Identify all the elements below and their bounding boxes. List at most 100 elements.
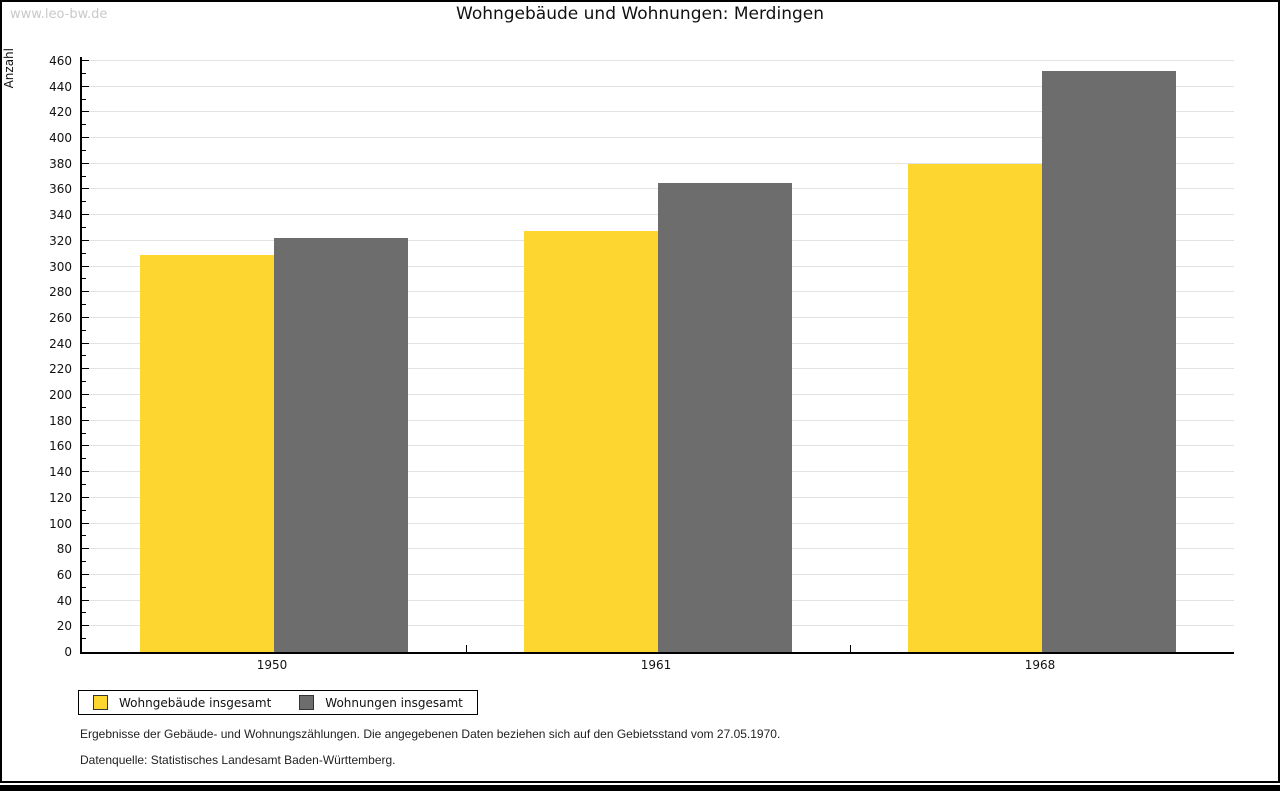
y-major-tick [82, 548, 89, 549]
gridline [82, 163, 1234, 164]
y-tick-label: 80 [56, 542, 72, 557]
legend: Wohngebäude insgesamt Wohnungen insgesamt [78, 690, 478, 715]
bar-wohngebaeude-1961 [524, 231, 658, 652]
y-minor-tick [82, 407, 86, 408]
y-tick-label: 120 [49, 490, 72, 505]
y-tick-label: 320 [49, 233, 72, 248]
y-tick-label: 280 [49, 285, 72, 300]
y-major-tick [82, 368, 89, 369]
gridline [82, 111, 1234, 112]
x-tick-label: 1961 [640, 658, 672, 672]
bottom-bar [0, 785, 1280, 791]
legend-swatch [93, 695, 108, 710]
x-tick-label: 1968 [1024, 658, 1056, 672]
y-major-tick [82, 625, 89, 626]
x-tick-label: 1950 [256, 658, 288, 672]
y-tick-label: 160 [49, 439, 72, 454]
y-minor-tick [82, 176, 86, 177]
y-minor-tick [82, 278, 86, 279]
y-major-tick [82, 471, 89, 472]
y-minor-tick [82, 304, 86, 305]
y-minor-tick [82, 638, 86, 639]
plot-area [80, 57, 1234, 654]
gridline [82, 60, 1234, 61]
y-major-tick [82, 188, 89, 189]
y-major-tick [82, 317, 89, 318]
bar-wohnungen-1968 [1042, 71, 1176, 652]
y-tick-label: 240 [49, 336, 72, 351]
y-major-tick [82, 163, 89, 164]
y-tick-label: 400 [49, 131, 72, 146]
y-major-tick [82, 111, 89, 112]
y-tick-label: 460 [49, 54, 72, 68]
y-tick-label: 20 [56, 619, 72, 634]
y-minor-tick [82, 227, 86, 228]
y-minor-tick [82, 587, 86, 588]
legend-entry: Wohnungen insgesamt [299, 695, 463, 710]
y-tick-label: 140 [49, 465, 72, 480]
bar-wohngebaeude-1950 [140, 255, 274, 652]
watermark: www.leo-bw.de [10, 7, 108, 22]
y-major-tick [82, 497, 89, 498]
y-tick-label: 380 [49, 156, 72, 171]
y-minor-tick [82, 535, 86, 536]
y-tick-label: 260 [49, 310, 72, 325]
y-minor-tick [82, 150, 86, 151]
y-major-tick [82, 214, 89, 215]
y-major-tick [82, 343, 89, 344]
legend-swatch [299, 695, 315, 710]
footnote-line2: Datenquelle: Statistisches Landesamt Bad… [80, 753, 396, 767]
y-major-tick [82, 291, 89, 292]
y-minor-tick [82, 484, 86, 485]
y-tick-label: 300 [49, 259, 72, 274]
y-minor-tick [82, 433, 86, 434]
y-major-tick [82, 137, 89, 138]
y-tick-label: 200 [49, 388, 72, 403]
x-boundary-tick [466, 645, 467, 652]
y-major-tick [82, 266, 89, 267]
y-tick-label: 40 [56, 593, 72, 608]
bar-wohnungen-1950 [274, 238, 408, 652]
y-minor-tick [82, 381, 86, 382]
y-major-tick [82, 240, 89, 241]
y-major-tick [82, 394, 89, 395]
y-minor-tick [82, 355, 86, 356]
y-minor-tick [82, 73, 86, 74]
y-major-tick [82, 445, 89, 446]
footnote-line1: Ergebnisse der Gebäude- und Wohnungszähl… [80, 727, 781, 741]
y-tick-label: 0 [64, 645, 72, 659]
y-minor-tick [82, 99, 86, 100]
y-minor-tick [82, 330, 86, 331]
y-major-tick [82, 600, 89, 601]
y-tick-label: 60 [56, 567, 72, 582]
gridline [82, 86, 1234, 87]
legend-entry: Wohngebäude insgesamt [93, 695, 271, 710]
y-major-tick [82, 523, 89, 524]
y-tick-label: 360 [49, 182, 72, 197]
chart-title: Wohngebäude und Wohnungen: Merdingen [456, 4, 824, 24]
x-boundary-tick [850, 645, 851, 652]
y-tick-label: 420 [49, 105, 72, 120]
bar-wohnungen-1961 [658, 183, 792, 652]
y-major-tick [82, 574, 89, 575]
y-major-tick [82, 420, 89, 421]
gridline [82, 137, 1234, 138]
bar-wohngebaeude-1968 [908, 164, 1042, 652]
y-tick-label: 340 [49, 208, 72, 223]
legend-label: Wohnungen insgesamt [325, 695, 463, 710]
y-tick-label: 180 [49, 413, 72, 428]
y-major-tick [82, 60, 89, 61]
legend-label: Wohngebäude insgesamt [119, 695, 272, 710]
y-minor-tick [82, 253, 86, 254]
y-minor-tick [82, 510, 86, 511]
y-minor-tick [82, 124, 86, 125]
y-minor-tick [82, 561, 86, 562]
y-major-tick [82, 86, 89, 87]
y-minor-tick [82, 458, 86, 459]
y-tick-label: 100 [49, 516, 72, 531]
y-minor-tick [82, 201, 86, 202]
y-tick-label: 220 [49, 362, 72, 377]
y-tick-label: 440 [49, 79, 72, 94]
